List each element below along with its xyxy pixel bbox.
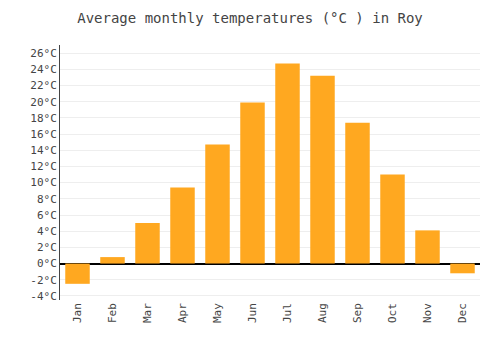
svg-text:24°C: 24°C	[30, 63, 57, 76]
svg-text:Jun: Jun	[246, 303, 259, 323]
svg-text:18°C: 18°C	[30, 112, 57, 125]
svg-text:Apr: Apr	[176, 303, 189, 323]
svg-text:12°C: 12°C	[30, 160, 57, 173]
svg-text:Jan: Jan	[71, 303, 84, 323]
svg-text:May: May	[211, 303, 224, 323]
svg-text:0°C: 0°C	[37, 257, 57, 270]
svg-text:10°C: 10°C	[30, 176, 57, 189]
svg-text:Dec: Dec	[456, 303, 469, 323]
svg-text:-4°C: -4°C	[30, 290, 57, 303]
svg-text:14°C: 14°C	[30, 144, 57, 157]
svg-text:Average monthly temperatures (: Average monthly temperatures (°C ) in Ro…	[77, 10, 423, 26]
svg-text:Sep: Sep	[351, 303, 364, 323]
svg-text:8°C: 8°C	[37, 193, 57, 206]
svg-text:Nov: Nov	[421, 303, 434, 323]
svg-text:20°C: 20°C	[30, 96, 57, 109]
svg-text:Oct: Oct	[386, 303, 399, 323]
svg-text:Feb: Feb	[106, 303, 119, 323]
svg-text:-2°C: -2°C	[30, 274, 57, 287]
svg-text:6°C: 6°C	[37, 209, 57, 222]
svg-text:16°C: 16°C	[30, 128, 57, 141]
svg-text:22°C: 22°C	[30, 79, 57, 92]
svg-text:Aug: Aug	[316, 303, 329, 323]
svg-text:2°C: 2°C	[37, 241, 57, 254]
svg-text:4°C: 4°C	[37, 225, 57, 238]
svg-text:Jul: Jul	[281, 303, 294, 323]
svg-text:26°C: 26°C	[30, 47, 57, 60]
svg-text:Mar: Mar	[141, 303, 154, 323]
